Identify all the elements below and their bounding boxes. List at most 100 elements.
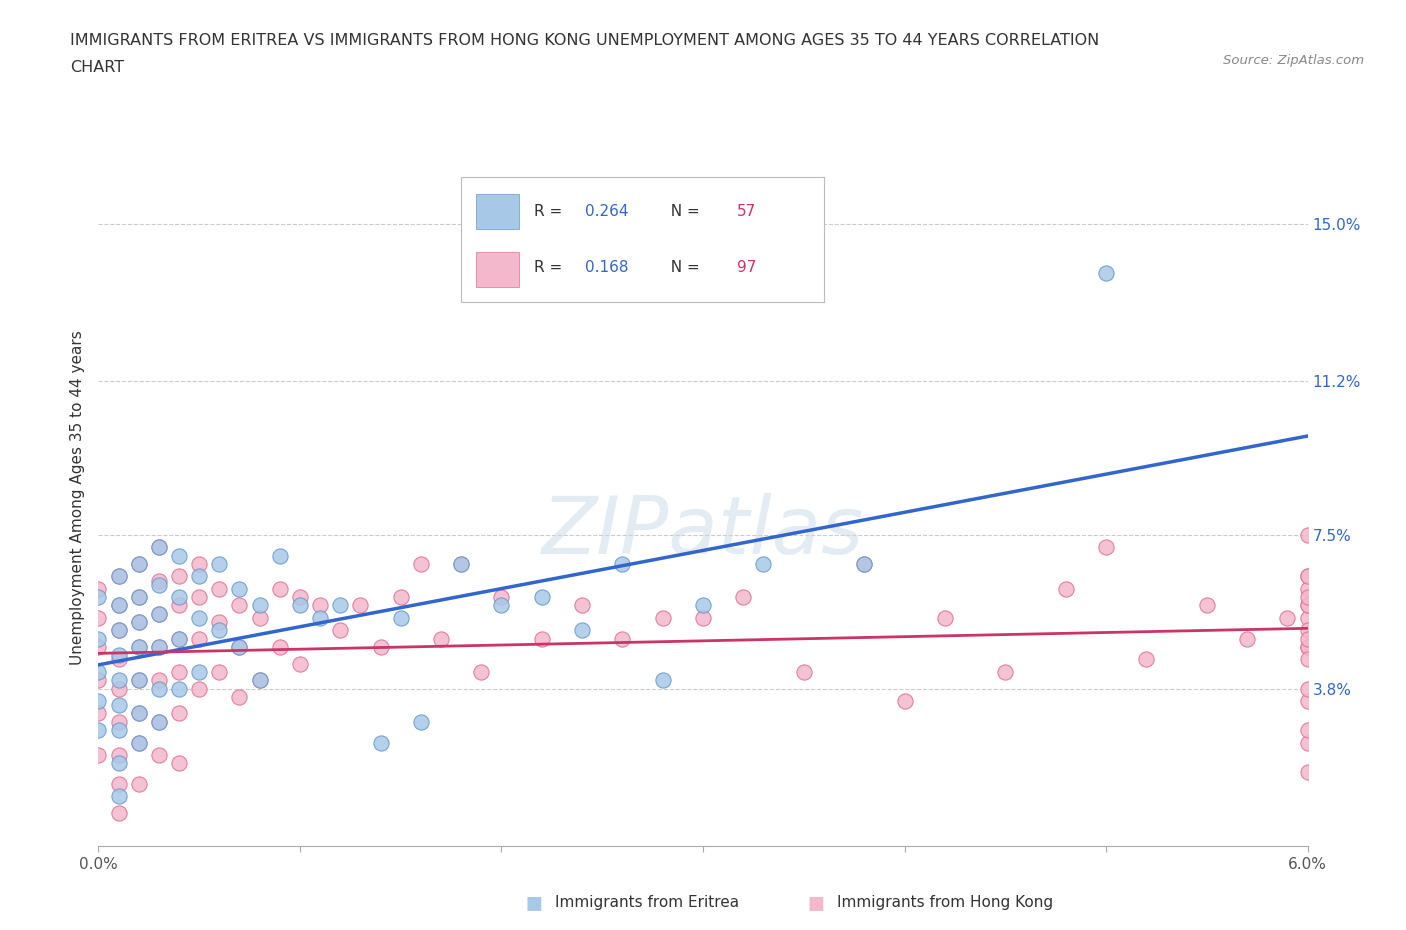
Point xyxy=(309,598,332,613)
Point xyxy=(87,706,110,721)
Point xyxy=(1296,527,1319,542)
Point xyxy=(612,556,634,571)
Point xyxy=(128,735,150,750)
Point xyxy=(1095,266,1118,281)
Point xyxy=(128,556,150,571)
Point xyxy=(167,598,190,613)
Point xyxy=(329,623,352,638)
Point xyxy=(450,556,472,571)
Point xyxy=(87,694,110,709)
Point xyxy=(107,672,129,687)
Point xyxy=(530,590,553,604)
Point xyxy=(107,723,129,737)
Point xyxy=(1296,598,1319,613)
Y-axis label: Unemployment Among Ages 35 to 44 years: Unemployment Among Ages 35 to 44 years xyxy=(69,330,84,665)
Point xyxy=(793,665,815,680)
Point xyxy=(249,672,271,687)
Point xyxy=(128,590,150,604)
Point xyxy=(288,598,311,613)
Point xyxy=(148,681,170,696)
Point xyxy=(107,652,129,667)
Point xyxy=(208,556,231,571)
Point xyxy=(208,581,231,596)
Point xyxy=(128,556,150,571)
Point xyxy=(87,665,110,680)
Text: ▪: ▪ xyxy=(524,888,544,916)
Point xyxy=(430,631,453,646)
Point xyxy=(208,623,231,638)
Point xyxy=(148,672,170,687)
Point xyxy=(148,540,170,555)
Point xyxy=(491,590,513,604)
Point xyxy=(1296,569,1319,584)
Point xyxy=(228,598,250,613)
Point xyxy=(370,735,392,750)
Point xyxy=(269,640,291,655)
Point xyxy=(107,569,129,584)
Point xyxy=(208,615,231,630)
Text: IMMIGRANTS FROM ERITREA VS IMMIGRANTS FROM HONG KONG UNEMPLOYMENT AMONG AGES 35 : IMMIGRANTS FROM ERITREA VS IMMIGRANTS FR… xyxy=(70,33,1099,47)
Point xyxy=(1296,640,1319,655)
Point xyxy=(288,657,311,671)
Point xyxy=(249,598,271,613)
Point xyxy=(188,681,211,696)
Point xyxy=(107,756,129,771)
Point xyxy=(733,590,755,604)
Point xyxy=(1296,569,1319,584)
Point xyxy=(228,640,250,655)
Point xyxy=(128,640,150,655)
Point xyxy=(167,549,190,564)
Point xyxy=(994,665,1017,680)
Point xyxy=(167,665,190,680)
Point xyxy=(752,556,775,571)
Point xyxy=(188,610,211,625)
Point xyxy=(288,590,311,604)
Point xyxy=(893,694,915,709)
Point xyxy=(128,706,150,721)
Point xyxy=(87,581,110,596)
Point xyxy=(107,569,129,584)
Point xyxy=(87,631,110,646)
Point xyxy=(309,610,332,625)
Point xyxy=(128,706,150,721)
Point xyxy=(128,615,150,630)
Point xyxy=(1296,652,1319,667)
Point xyxy=(107,748,129,763)
Point xyxy=(329,598,352,613)
Point xyxy=(107,598,129,613)
Point xyxy=(167,590,190,604)
Point xyxy=(409,556,432,571)
Point xyxy=(128,672,150,687)
Point xyxy=(167,631,190,646)
Point xyxy=(107,623,129,638)
Point xyxy=(692,610,714,625)
Point xyxy=(107,777,129,791)
Point xyxy=(148,578,170,592)
Point xyxy=(107,714,129,729)
Point xyxy=(148,714,170,729)
Point xyxy=(107,805,129,820)
Text: ▪: ▪ xyxy=(806,888,825,916)
Point xyxy=(370,640,392,655)
Point xyxy=(148,640,170,655)
Text: CHART: CHART xyxy=(70,60,124,75)
Point xyxy=(188,631,211,646)
Point xyxy=(1195,598,1218,613)
Point xyxy=(128,777,150,791)
Point xyxy=(148,606,170,621)
Point xyxy=(107,789,129,804)
Text: Source: ZipAtlas.com: Source: ZipAtlas.com xyxy=(1223,54,1364,67)
Point xyxy=(107,648,129,663)
Point xyxy=(107,698,129,712)
Text: Immigrants from Hong Kong: Immigrants from Hong Kong xyxy=(837,895,1053,910)
Point xyxy=(249,610,271,625)
Point xyxy=(128,590,150,604)
Point xyxy=(612,631,634,646)
Point xyxy=(450,556,472,571)
Point xyxy=(87,590,110,604)
Point xyxy=(1296,735,1319,750)
Point xyxy=(107,681,129,696)
Point xyxy=(389,610,412,625)
Point xyxy=(228,640,250,655)
Point xyxy=(188,665,211,680)
